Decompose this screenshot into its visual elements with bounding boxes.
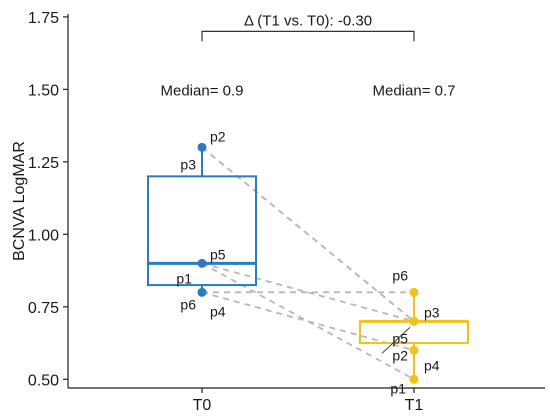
- y-axis-title: BCNVA LogMAR: [11, 141, 28, 261]
- point-label-T1-p6: p6: [392, 267, 408, 283]
- leader-line-p2: [381, 326, 411, 354]
- pair-line-p4: [201, 291, 415, 352]
- point-label-T0-p5: p5: [210, 246, 226, 262]
- data-point-T1: [409, 374, 419, 384]
- data-point-T1: [409, 287, 419, 297]
- point-label-T0-p3: p3: [180, 156, 196, 172]
- point-label-T1-p1: p1: [390, 380, 406, 396]
- point-label-T0-p6: p6: [180, 296, 196, 312]
- median-label-T0: Median= 0.9: [161, 82, 244, 99]
- data-points: [197, 142, 419, 384]
- point-label-T0-p4: p4: [210, 303, 226, 319]
- point-label-T0-p2: p2: [210, 128, 226, 144]
- point-label-T1-p4: p4: [424, 357, 440, 373]
- data-point-T0: [197, 142, 207, 152]
- x-tick-label: T1: [405, 397, 424, 414]
- point-label-T1-p2: p2: [392, 347, 408, 363]
- data-point-T0: [197, 258, 207, 268]
- annotations: p1 p2 p3 p4 p5 p6 p1 p2 p3 p4 p5 p6 Median= 0.9 Media…: [161, 12, 456, 396]
- comparison-bracket: [201, 30, 415, 42]
- y-tick-label: 1.00: [28, 227, 59, 244]
- data-point-T1: [409, 345, 419, 355]
- point-label-T1-p3: p3: [424, 304, 440, 320]
- comparison-label: Δ (T1 vs. T0): -0.30: [244, 12, 372, 29]
- box-T0: [147, 175, 257, 287]
- point-label-T0-p1: p1: [176, 270, 192, 286]
- data-point-T1: [409, 316, 419, 326]
- boxes: [147, 147, 469, 380]
- pair-line-p5: [201, 262, 415, 323]
- x-tick-label: T0: [193, 397, 212, 414]
- y-tick-label: 1.75: [28, 10, 59, 27]
- data-point-T0: [197, 287, 207, 297]
- y-tick-label: 1.25: [28, 155, 59, 172]
- pair-line-p1: [201, 262, 415, 381]
- pair-line-p3: [201, 146, 415, 323]
- axes: 0.50 0.75 1.00 1.25 1.50 1.75 T0 T1 BCNVA LogMAR: [11, 10, 545, 414]
- point-label-T1-p5: p5: [392, 330, 408, 346]
- median-label-T1: Median= 0.7: [373, 82, 456, 99]
- y-tick-label: 0.75: [28, 300, 59, 317]
- y-tick-label: 0.50: [28, 372, 59, 389]
- y-tick-label: 1.50: [28, 82, 59, 99]
